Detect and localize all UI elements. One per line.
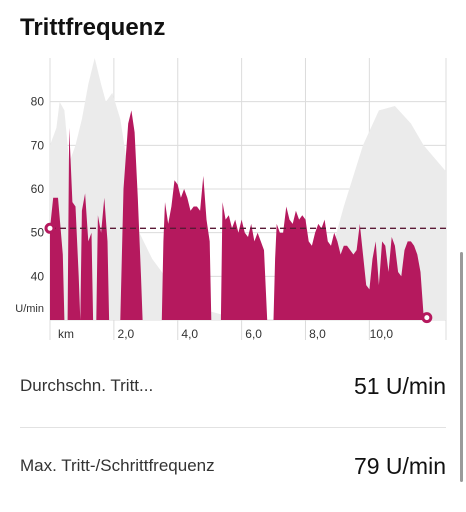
page-title: Trittfrequenz xyxy=(20,14,166,41)
end-point-marker xyxy=(421,312,433,324)
y-tick-label: 60 xyxy=(31,182,45,196)
max-cadence-row: Max. Tritt-/Schrittfrequenz 79 U/min xyxy=(20,434,446,498)
y-axis-ticks: 40 50 60 70 80 U/min xyxy=(15,95,44,315)
x-tick-label: 2,0 xyxy=(118,327,135,341)
cadence-chart[interactable]: 40 50 60 70 80 U/min km 2,0 4,0 6,0 8,0 10,0 xyxy=(0,58,466,343)
start-point-marker xyxy=(44,222,56,234)
y-unit-label: U/min xyxy=(15,303,44,315)
scrollbar[interactable] xyxy=(460,252,463,482)
divider xyxy=(20,427,446,428)
average-cadence-value: 51 U/min xyxy=(353,372,446,399)
x-axis-ticks: km 2,0 4,0 6,0 8,0 10,0 xyxy=(58,327,393,341)
x-tick-label: 6,0 xyxy=(245,327,262,341)
max-cadence-label: Max. Tritt-/Schrittfrequenz xyxy=(20,456,215,475)
y-tick-label: 70 xyxy=(31,138,45,152)
cadence-series-area xyxy=(50,110,427,321)
x-unit-label: km xyxy=(58,327,74,341)
y-tick-label: 80 xyxy=(31,95,45,109)
y-tick-label: 50 xyxy=(31,226,45,240)
max-cadence-value: 79 U/min xyxy=(353,452,446,479)
y-tick-label: 40 xyxy=(31,269,45,283)
x-tick-label: 4,0 xyxy=(181,327,198,341)
x-tick-label: 8,0 xyxy=(309,327,326,341)
x-tick-label: 10,0 xyxy=(370,327,394,341)
average-cadence-row: Durchschn. Tritt... 51 U/min xyxy=(20,354,446,418)
average-cadence-label: Durchschn. Tritt... xyxy=(20,376,154,395)
